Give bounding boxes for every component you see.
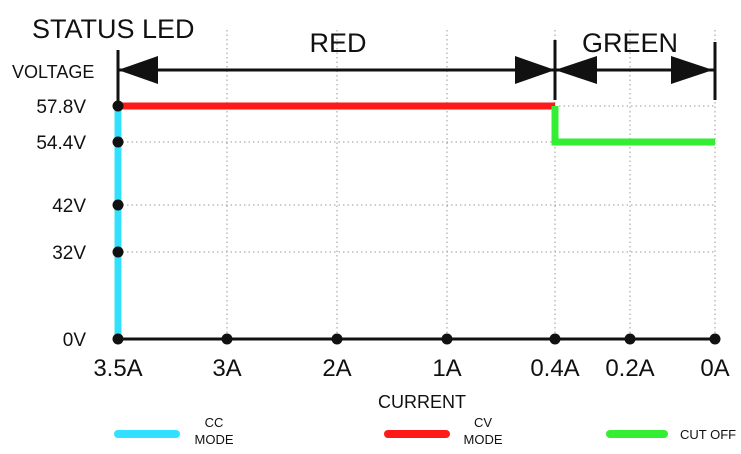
- x-tick-dot: [709, 333, 721, 345]
- y-axis-label: VOLTAGE: [12, 62, 94, 82]
- x-tick-label: 0.2A: [605, 355, 654, 382]
- legend-cc-line2: MODE: [195, 432, 234, 447]
- legend-cutoff-label: CUT OFF: [680, 427, 736, 442]
- x-tick-label: 2A: [322, 355, 351, 382]
- y-tick-dot: [112, 246, 124, 258]
- y-tick-label: 42V: [52, 196, 86, 217]
- x-axis-label: CURRENT: [378, 392, 466, 412]
- x-tick-dot: [112, 333, 124, 345]
- series-group: [114, 102, 715, 339]
- legend-cv-line2: MODE: [464, 432, 503, 447]
- band-green-arrow-left: [555, 56, 597, 84]
- y-tick-dot: [112, 199, 124, 211]
- grid: [118, 30, 716, 339]
- x-tick-labels: 3.5A 3A 2A 1A 0.4A 0.2A 0A: [93, 355, 729, 382]
- chart-title: STATUS LED: [32, 14, 195, 44]
- y-tick-dot: [112, 100, 124, 112]
- band-red-label: RED: [309, 28, 366, 58]
- legend-item-cc: CC MODE: [114, 415, 234, 447]
- x-tick-dot: [549, 333, 561, 345]
- y-tick-labels: 0V 32V 42V 54.4V 57.8V: [36, 97, 86, 351]
- band-red: RED: [118, 28, 555, 84]
- x-tick-label: 3.5A: [93, 355, 142, 382]
- y-tick-dot: [112, 136, 124, 148]
- x-tick-label: 0.4A: [530, 355, 579, 382]
- x-tick-dot: [331, 333, 343, 345]
- legend-cv-line1: CV: [474, 415, 492, 430]
- x-tick-dot: [624, 333, 636, 345]
- y-tick-label: 57.8V: [36, 97, 86, 118]
- x-tick-dot: [221, 333, 233, 345]
- legend: CC MODE CV MODE CUT OFF: [114, 415, 736, 447]
- y-tick-label: 54.4V: [36, 133, 86, 154]
- x-tick-dot: [441, 333, 453, 345]
- band-red-arrow-left: [118, 56, 158, 84]
- tick-dots: [112, 100, 721, 345]
- x-tick-label: 3A: [212, 355, 241, 382]
- band-red-arrow-right: [515, 56, 555, 84]
- y-tick-label: 32V: [52, 243, 86, 264]
- x-tick-label: 1A: [432, 355, 461, 382]
- x-tick-label: 0A: [700, 355, 729, 382]
- series-line-2: [551, 106, 715, 146]
- band-green-arrow-right: [671, 56, 713, 84]
- band-green: GREEN: [555, 28, 715, 84]
- legend-item-cv: CV MODE: [384, 415, 503, 447]
- band-green-label: GREEN: [582, 28, 678, 58]
- y-tick-label: 0V: [63, 330, 87, 351]
- legend-cc-line1: CC: [205, 415, 224, 430]
- legend-item-cutoff: CUT OFF: [606, 427, 736, 442]
